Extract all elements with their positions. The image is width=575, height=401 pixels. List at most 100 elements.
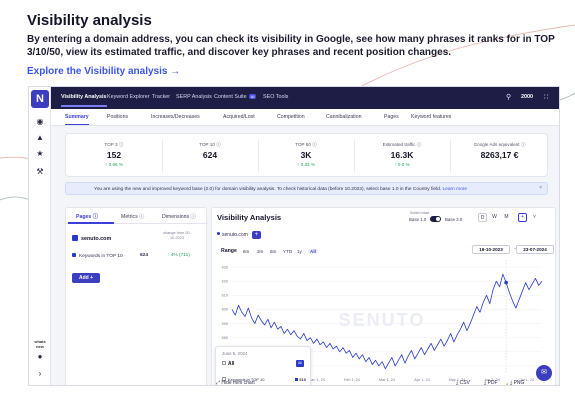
close-icon[interactable]: × bbox=[539, 185, 542, 191]
export-pdf-button[interactable]: ⤓ PDF bbox=[484, 380, 498, 386]
star-icon[interactable]: ★ bbox=[36, 149, 44, 158]
domain-name: senuto.com bbox=[81, 236, 112, 242]
hand-cursor-icon: ☝ bbox=[499, 384, 511, 385]
divider bbox=[450, 140, 451, 172]
sidebar: N ◉ ▲ ★ ⚒ whats new ● › bbox=[29, 87, 51, 385]
tooltip-all-label: All bbox=[228, 361, 235, 367]
logo-icon[interactable]: N bbox=[31, 90, 49, 108]
range-6m[interactable]: 6m bbox=[243, 248, 250, 254]
sub-tabs: Summary Positions Increases/Decreases Ac… bbox=[51, 109, 559, 126]
keywords-row[interactable]: Keywords in TOP 10 624 ↑ 4% (711) bbox=[72, 253, 202, 263]
series-line[interactable] bbox=[231, 273, 543, 370]
period-week[interactable]: W bbox=[492, 214, 497, 220]
tooltip-series-value-wrap: 610 bbox=[295, 377, 306, 382]
tools-icon[interactable]: ⚒ bbox=[36, 167, 44, 176]
whats-new-label[interactable]: whats new bbox=[34, 339, 46, 349]
nav-visibility-analysis[interactable]: Visibility Analysis bbox=[61, 94, 107, 107]
export-csv-button[interactable]: ⤓ CSV bbox=[456, 380, 470, 386]
tooltip-series-value: 610 bbox=[299, 377, 306, 382]
tab-metrics[interactable]: Metrics ⓘ bbox=[121, 214, 145, 220]
tooltip-series-row[interactable]: Keywords in TOP 10 610 bbox=[222, 377, 306, 382]
tab-cannibalization[interactable]: Cannibalization bbox=[326, 114, 362, 120]
tab-increases-decreases[interactable]: Increases/Decreases bbox=[151, 114, 200, 120]
search-icon[interactable]: ⚲ bbox=[506, 94, 512, 101]
tab-pages-panel[interactable]: Pages ⓘ bbox=[76, 214, 98, 220]
range-label: Range bbox=[221, 248, 237, 254]
stat-top50: TOP 50 ⓘ 3K ↑ 0.33 % bbox=[258, 134, 354, 178]
range-3m[interactable]: 3m bbox=[257, 248, 264, 254]
hero-title: Visibility analysis bbox=[27, 12, 152, 29]
credits-count[interactable]: 2000 bbox=[521, 94, 533, 100]
app-window: N ◉ ▲ ★ ⚒ whats new ● › Visibility Analy… bbox=[28, 86, 560, 386]
nav-keyword-explorer[interactable]: Keyword Explorer bbox=[107, 94, 150, 100]
range-all[interactable]: All bbox=[308, 248, 318, 254]
tab-keyword-features[interactable]: Keyword features bbox=[411, 114, 452, 120]
nav-seo-tools[interactable]: SEO Tools bbox=[263, 94, 289, 100]
x-tick-label: Jun 1, 24 bbox=[484, 378, 500, 382]
tab-acquired-lost[interactable]: Acquired/Lost bbox=[223, 114, 255, 120]
nav-serp-analysis[interactable]: SERP Analysis bbox=[176, 94, 212, 100]
stat-value: 16.3K bbox=[390, 150, 414, 160]
stat-google-ads-equivalent: Google Ads equivalent ⓘ 8263,17 € bbox=[450, 134, 549, 178]
tab-summary[interactable]: Summary bbox=[65, 114, 89, 125]
hide-mini-chart-button[interactable]: ⤢ Hide mini chart bbox=[216, 380, 255, 386]
hover-point[interactable] bbox=[504, 280, 508, 285]
range-ytd[interactable]: YTD bbox=[283, 248, 293, 254]
divider bbox=[258, 140, 259, 172]
nav-tracker[interactable]: Tracker bbox=[152, 94, 171, 100]
active-tab-indicator bbox=[68, 222, 114, 224]
apps-grid-icon[interactable]: ∷ bbox=[544, 94, 549, 101]
tab-positions[interactable]: Positions bbox=[107, 114, 129, 120]
range-1y[interactable]: 1y bbox=[297, 248, 302, 254]
range-6m-2[interactable]: 6m bbox=[270, 248, 277, 254]
info-text: You are using the new and improved keywo… bbox=[94, 187, 467, 192]
explore-link[interactable]: Explore the Visibility analysis → bbox=[27, 66, 181, 77]
keywords-value: 624 bbox=[140, 253, 149, 258]
domain-chip[interactable]: senuto.com bbox=[72, 235, 111, 242]
stat-value: 152 bbox=[106, 150, 122, 160]
date-from-input[interactable]: 19-10-2023 bbox=[472, 245, 510, 254]
stat-label: TOP 10 ⓘ bbox=[199, 142, 221, 147]
nav-content-suite[interactable]: Content Suite AI bbox=[214, 94, 257, 100]
stats-summary: TOP 3 ⓘ 152 ↑ 0.66 % TOP 10 ⓘ 624 TOP 50… bbox=[65, 133, 548, 177]
nav-content-suite-label: Content Suite bbox=[214, 94, 247, 100]
tooltip-chip[interactable]: All bbox=[296, 360, 304, 367]
tooltip-all-row[interactable]: All bbox=[222, 361, 234, 367]
legend-dot bbox=[217, 232, 220, 235]
learn-more-link[interactable]: Learn more bbox=[442, 186, 468, 192]
chart-title: Visibility Analysis bbox=[217, 213, 282, 222]
pin-icon[interactable]: ● bbox=[37, 352, 43, 361]
keywords-label: Keywords in TOP 10 bbox=[79, 254, 123, 259]
trophy-icon[interactable]: ▲ bbox=[36, 133, 44, 142]
eye-icon[interactable]: ◉ bbox=[36, 117, 44, 126]
stat-delta: ↑ 0.33 % bbox=[297, 162, 315, 167]
base-toggle[interactable] bbox=[430, 216, 441, 222]
stat-top3: TOP 3 ⓘ 152 ↑ 0.66 % bbox=[66, 134, 162, 178]
tab-competition[interactable]: Competition bbox=[277, 114, 305, 120]
expand-icon[interactable]: › bbox=[38, 369, 42, 378]
chat-support-icon[interactable]: ✉ bbox=[536, 365, 552, 381]
tab-dimensions[interactable]: Dimensions ⓘ bbox=[162, 214, 196, 220]
stat-top10: TOP 10 ⓘ 624 bbox=[162, 134, 258, 178]
tooltip-date: June 5, 2024 bbox=[222, 351, 248, 356]
series-swatch bbox=[295, 378, 299, 381]
stat-label: TOP 50 ⓘ bbox=[295, 142, 317, 147]
y-tick-label: 600 bbox=[222, 308, 228, 312]
x-tick-label: Mar 1, 24 bbox=[379, 378, 395, 382]
export-png-button[interactable]: ⤓ PNG bbox=[510, 380, 525, 386]
keywords-delta: ↑ 4% (711) bbox=[167, 253, 190, 258]
y-tick-label: 610 bbox=[222, 294, 228, 298]
top-navigation: Visibility Analysis Keyword Explorer Tra… bbox=[51, 87, 559, 109]
add-button[interactable]: Add + bbox=[72, 273, 100, 283]
period-month[interactable]: M bbox=[504, 214, 509, 220]
period-day[interactable]: D bbox=[478, 213, 487, 222]
chevron-down-icon[interactable]: ˅ bbox=[533, 214, 536, 220]
y-tick-label: 620 bbox=[222, 279, 228, 283]
fullscreen-button[interactable]: + bbox=[518, 213, 527, 222]
tab-pages[interactable]: Pages bbox=[384, 114, 399, 120]
add-domain-button[interactable]: + bbox=[252, 231, 261, 239]
chart-domain-name: senuto.com bbox=[222, 232, 248, 238]
chart-tooltip: June 5, 2024 All All Keywords in TOP 10 … bbox=[215, 346, 311, 385]
y-tick-label: 580 bbox=[222, 336, 228, 340]
date-to-input[interactable]: 23-07-2024 bbox=[516, 245, 554, 254]
